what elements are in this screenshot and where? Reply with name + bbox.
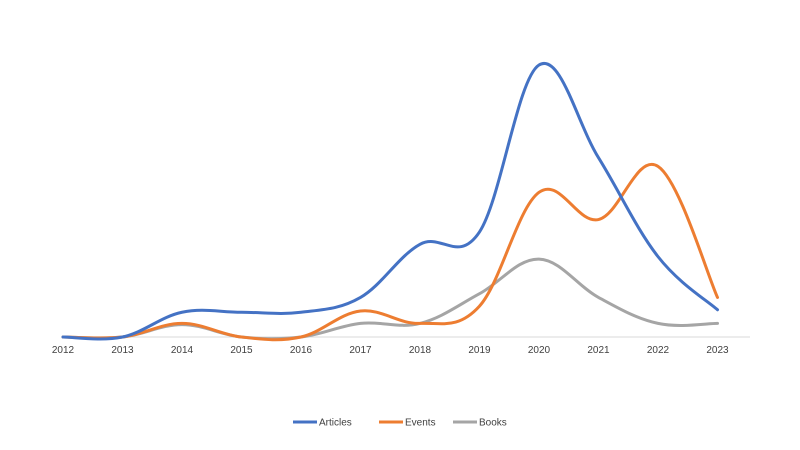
x-tick-label: 2020 (528, 345, 551, 356)
x-tick-label: 2019 (468, 345, 491, 356)
legend-label: Articles (319, 418, 352, 429)
x-tick-label: 2015 (230, 345, 253, 356)
x-tick-label: 2018 (409, 345, 432, 356)
x-tick-label: 2012 (52, 345, 75, 356)
legend-item-articles: Articles (293, 418, 352, 429)
x-tick-label: 2014 (171, 345, 194, 356)
series-line-events (61, 162, 719, 342)
x-tick-label: 2023 (706, 345, 729, 356)
x-tick-label: 2013 (111, 345, 134, 356)
legend-label: Books (479, 418, 507, 429)
legend-item-books: Books (453, 418, 507, 429)
x-tick-label: 2021 (587, 345, 610, 356)
x-tick-label: 2017 (349, 345, 372, 356)
series-layer (61, 61, 719, 342)
legend: Articles Events Books (293, 418, 507, 429)
legend-item-events: Events (379, 418, 436, 429)
x-tick-label: 2016 (290, 345, 313, 356)
series-line-articles (61, 61, 719, 341)
x-tick-label: 2022 (647, 345, 670, 356)
x-tick-labels: 2012 2013 2014 2015 2016 2017 2018 2019 2020 2021… (52, 345, 729, 356)
legend-label: Events (405, 418, 436, 429)
